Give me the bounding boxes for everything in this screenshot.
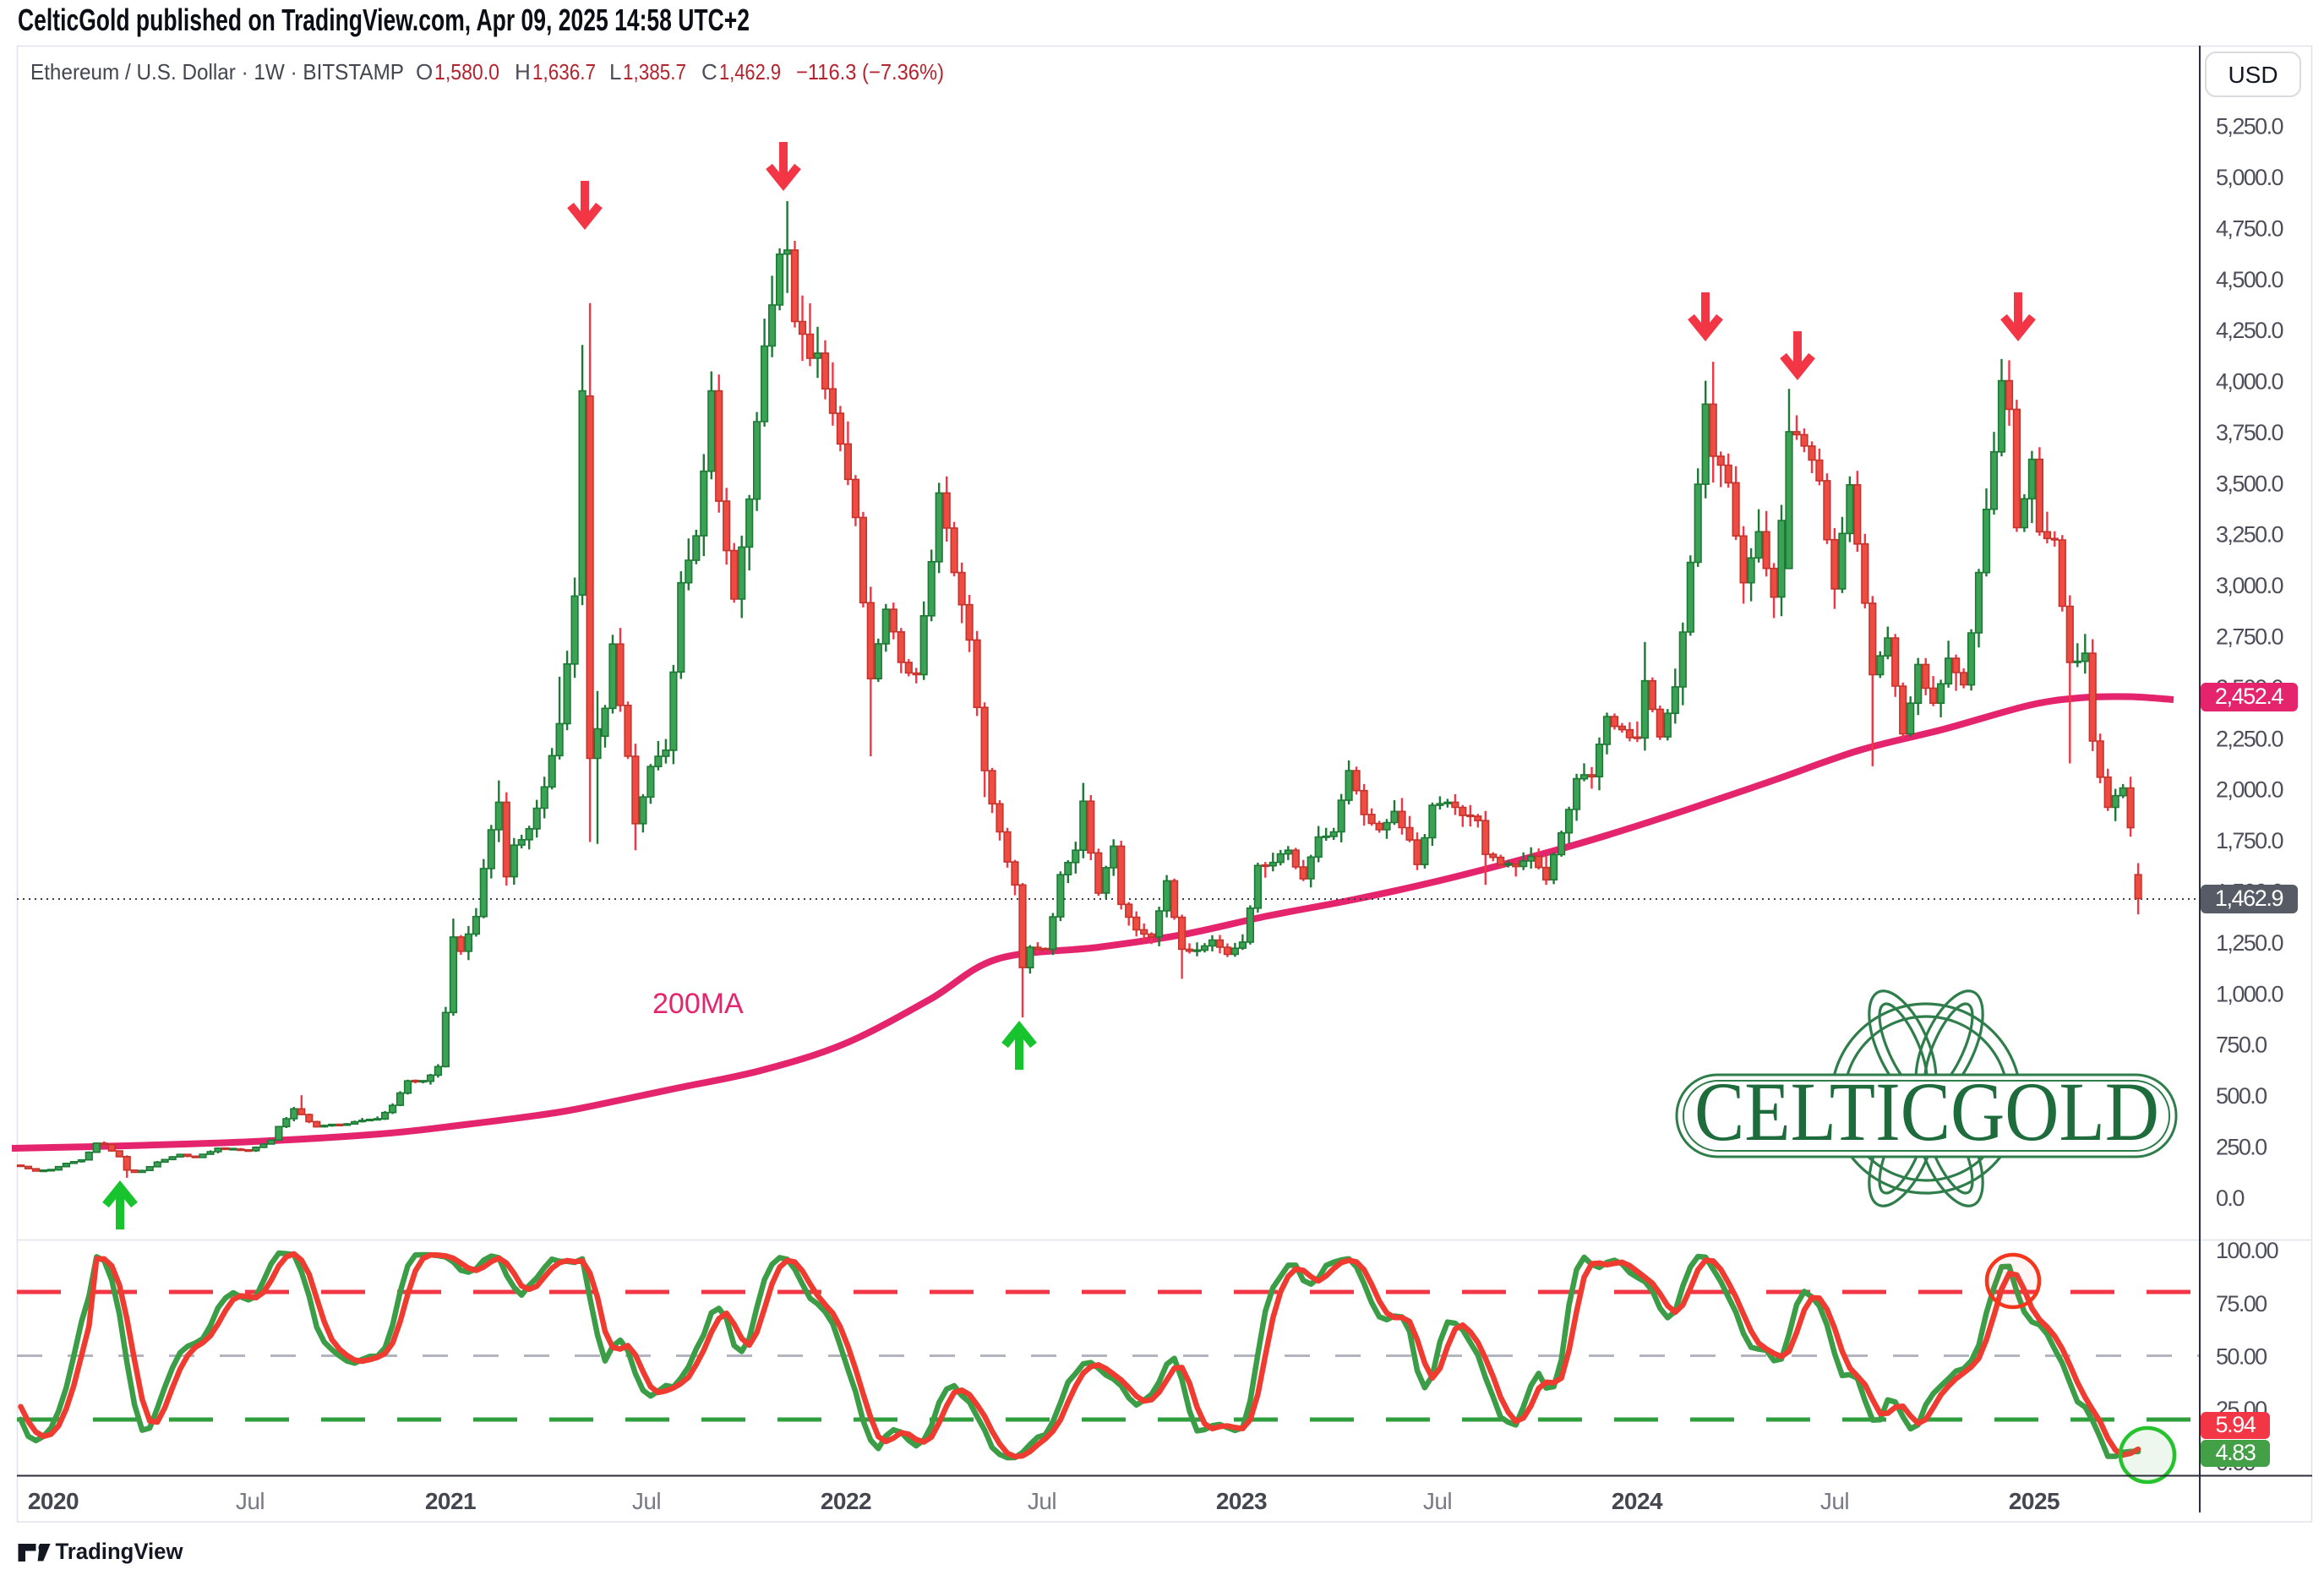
- svg-text:Jul: Jul: [1423, 1488, 1452, 1514]
- svg-text:5,000.0: 5,000.0: [2216, 165, 2283, 190]
- svg-text:2,750.0: 2,750.0: [2216, 624, 2283, 650]
- svg-text:1,750.0: 1,750.0: [2216, 828, 2283, 853]
- svg-text:2023: 2023: [1216, 1488, 1267, 1514]
- svg-text:5,250.0: 5,250.0: [2216, 114, 2283, 139]
- svg-text:100.00: 100.00: [2216, 1238, 2278, 1263]
- svg-text:4,250.0: 4,250.0: [2216, 318, 2283, 343]
- svg-text:75.00: 75.00: [2216, 1291, 2267, 1316]
- svg-text:CELTICGOLD: CELTICGOLD: [1694, 1065, 2159, 1158]
- svg-text:2,000.0: 2,000.0: [2216, 777, 2283, 803]
- svg-text:3,000.0: 3,000.0: [2216, 573, 2283, 598]
- svg-text:1,636.7: 1,636.7: [532, 59, 596, 84]
- svg-text:1,462.9: 1,462.9: [719, 59, 781, 84]
- svg-text:2021: 2021: [425, 1488, 476, 1514]
- svg-text:5.94: 5.94: [2216, 1412, 2256, 1437]
- svg-text:1,250.0: 1,250.0: [2216, 930, 2283, 956]
- svg-text:2025: 2025: [2009, 1488, 2059, 1514]
- svg-text:C: C: [701, 59, 717, 84]
- svg-text:TradingView: TradingView: [56, 1539, 183, 1564]
- svg-text:0.0: 0.0: [2216, 1185, 2244, 1211]
- svg-text:250.0: 250.0: [2216, 1135, 2267, 1160]
- svg-text:1,000.0: 1,000.0: [2216, 981, 2283, 1006]
- svg-text:CelticGold published on Tradin: CelticGold published on TradingView.com,…: [18, 3, 750, 37]
- svg-text:1,580.0: 1,580.0: [434, 59, 499, 84]
- svg-text:200MA: 200MA: [652, 988, 744, 1020]
- svg-text:2,250.0: 2,250.0: [2216, 726, 2283, 751]
- svg-text:3,750.0: 3,750.0: [2216, 420, 2283, 445]
- svg-text:H: H: [515, 59, 531, 84]
- svg-text:1,385.7: 1,385.7: [623, 59, 686, 84]
- svg-text:Jul: Jul: [1820, 1488, 1849, 1514]
- svg-text:2,452.4: 2,452.4: [2215, 684, 2284, 709]
- svg-text:500.0: 500.0: [2216, 1083, 2267, 1109]
- svg-text:Jul: Jul: [1028, 1488, 1056, 1514]
- svg-text:Ethereum / U.S. Dollar · 1W ·: Ethereum / U.S. Dollar · 1W · BITSTAMP: [30, 59, 404, 84]
- svg-text:1,462.9: 1,462.9: [2215, 886, 2283, 911]
- svg-text:L: L: [609, 59, 621, 84]
- svg-text:Jul: Jul: [632, 1488, 661, 1514]
- svg-text:2022: 2022: [821, 1488, 871, 1514]
- svg-text:3,500.0: 3,500.0: [2216, 471, 2283, 496]
- svg-text:Jul: Jul: [236, 1488, 265, 1514]
- svg-text:4.83: 4.83: [2216, 1440, 2256, 1465]
- svg-text:4,750.0: 4,750.0: [2216, 215, 2283, 241]
- svg-text:4,000.0: 4,000.0: [2216, 369, 2283, 395]
- svg-text:50.00: 50.00: [2216, 1344, 2267, 1370]
- svg-text:USD: USD: [2228, 62, 2278, 88]
- svg-text:−116.3 (−7.36%): −116.3 (−7.36%): [796, 59, 944, 84]
- svg-text:2024: 2024: [1612, 1488, 1663, 1514]
- svg-text:O: O: [416, 59, 433, 84]
- svg-text:3,250.0: 3,250.0: [2216, 522, 2283, 548]
- svg-text:4,500.0: 4,500.0: [2216, 267, 2283, 292]
- svg-text:2020: 2020: [28, 1488, 79, 1514]
- svg-text:750.0: 750.0: [2216, 1033, 2267, 1058]
